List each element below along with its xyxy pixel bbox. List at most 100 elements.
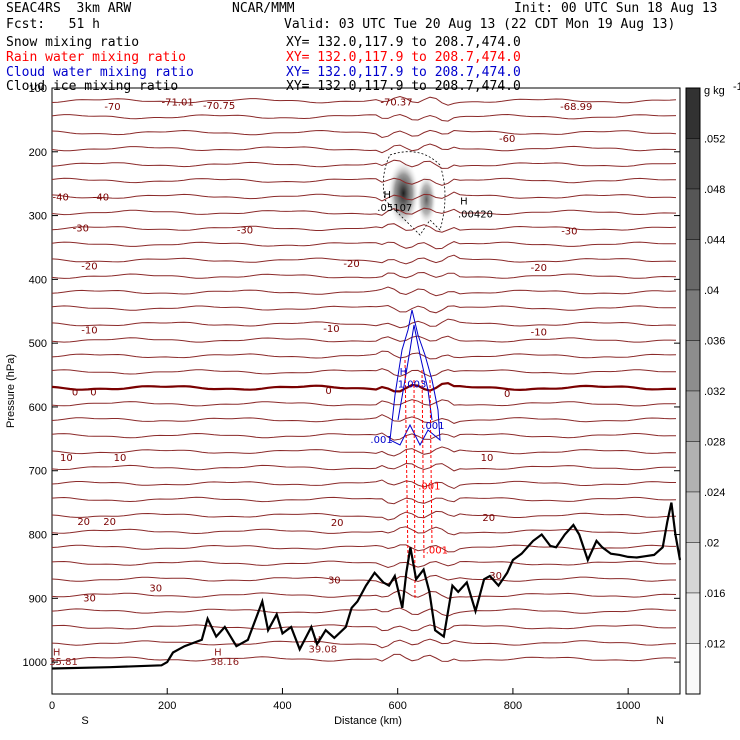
temperature-label: -70.37	[380, 98, 412, 109]
temperature-isotherm	[51, 223, 677, 233]
y-tick-label: 600	[29, 402, 47, 414]
colorbar-swatch	[685, 138, 701, 190]
temperature-isotherm	[51, 191, 677, 202]
extrema-label: 35.81	[49, 657, 78, 668]
x-tick-label: 200	[158, 700, 176, 712]
temperature-label: -71.01	[161, 98, 193, 109]
colorbar-tick-label: .052	[704, 134, 725, 146]
temperature-label: 30	[149, 584, 162, 595]
model-title: SEAC4RS 3km ARW	[6, 1, 132, 16]
colorbar-swatch	[685, 289, 701, 341]
colorbar-tick-label: .016	[704, 588, 725, 600]
temperature-label: -20	[81, 262, 97, 273]
temperature-isotherm	[51, 496, 677, 505]
y-tick-label: 700	[29, 466, 47, 478]
temperature-contours	[51, 95, 677, 662]
colorbar-swatch	[685, 441, 701, 493]
colorbar-tick-label: .012	[704, 639, 725, 651]
colorbar-tick-label: .04	[704, 285, 719, 297]
temperature-isotherm	[51, 304, 677, 314]
cloud-contours	[389, 309, 441, 601]
colorbar-swatch	[685, 340, 701, 392]
temperature-label: -60	[499, 134, 515, 145]
temperature-label: -40	[93, 193, 109, 204]
temperature-label: -70	[104, 102, 120, 113]
y-tick-label: 900	[29, 593, 47, 605]
cloud-water-contour	[389, 309, 441, 447]
temperature-label: 0	[90, 387, 96, 398]
temperature-isotherm	[51, 462, 677, 472]
temperature-isotherm	[51, 129, 677, 139]
temperature-isotherm	[51, 286, 677, 297]
temperature-label: 10	[481, 453, 494, 464]
temperature-isotherm	[51, 241, 677, 250]
extrema-label: .001	[422, 421, 444, 432]
temperature-isotherm	[51, 335, 677, 343]
temperature-label: -70.75	[203, 101, 235, 112]
temperature-label: 30	[83, 593, 96, 604]
extrema-label: .05107	[377, 203, 412, 214]
extrema-label: .001	[370, 435, 392, 446]
temperature-labels: -70 -71.01 -70.75 -70.37 -68.99 -60 -40 -40 -30 -…	[52, 98, 592, 605]
field-cloudice-xy: XY= 132.0,117.9 to 208.7,474.0	[286, 79, 521, 94]
temperature-label: 10	[60, 453, 73, 464]
y-tick-label: 400	[29, 274, 47, 286]
temperature-label: 0	[325, 386, 331, 397]
extrema-label: H	[384, 190, 392, 201]
temperature-isotherm	[51, 446, 677, 457]
colorbar-tick-label: .048	[704, 184, 725, 196]
temperature-label: -10	[323, 324, 339, 335]
colorbar-tick-label: .044	[704, 235, 725, 247]
terrain-surface	[51, 502, 682, 670]
field-cloudice-label: Cloud ice mixing ratio	[6, 79, 179, 94]
x-tick-label: 800	[504, 700, 522, 712]
temperature-label: 30	[328, 575, 341, 586]
extrema-label: H	[400, 367, 408, 378]
x-axis-title: Distance (km)	[334, 715, 402, 727]
temperature-isotherm	[51, 574, 676, 585]
temperature-label: -30	[73, 223, 89, 234]
temperature-label: 20	[331, 518, 344, 529]
temperature-label: 30	[489, 571, 502, 582]
colorbar-swatch	[685, 542, 701, 594]
colorbar-swatch	[685, 390, 701, 442]
extrema-label: H	[460, 197, 468, 208]
field-rain-xy: XY= 132.0,117.9 to 208.7,474.0	[286, 50, 521, 65]
temperature-isotherm	[51, 432, 676, 441]
extrema-label: H	[313, 635, 321, 646]
temperature-isotherm	[51, 254, 677, 265]
rain-water-contour	[404, 359, 433, 601]
colorbar-swatch	[685, 239, 701, 291]
temperature-isotherm	[51, 526, 677, 536]
temperature-label: 20	[103, 517, 116, 528]
temperature-label: -10	[531, 327, 547, 338]
temperature-isotherm	[51, 399, 677, 407]
temperature-isotherm	[51, 368, 676, 377]
temperature-isotherm	[51, 560, 677, 569]
temperature-isotherm	[51, 271, 677, 279]
extrema-label: .001	[426, 545, 448, 556]
temperature-isotherm	[51, 350, 677, 360]
colorbar-tick-label: .024	[704, 487, 725, 499]
temperature-label: -40	[52, 193, 68, 204]
extrema-label: H	[214, 648, 222, 659]
temperature-isotherm	[51, 479, 676, 490]
field-snow-label: Snow mixing ratio	[6, 35, 140, 50]
extrema-label: .001	[418, 482, 440, 493]
temperature-isotherm	[51, 510, 676, 521]
temperature-isotherm	[51, 589, 677, 599]
temperature-isotherm	[51, 624, 677, 632]
temperature-label: -30	[561, 227, 577, 238]
colorbar-unit-exponent: -1	[733, 81, 740, 93]
x-tick-label: 400	[273, 700, 291, 712]
field-snow-xy: XY= 132.0,117.9 to 208.7,474.0	[286, 35, 521, 50]
colorbar-swatch	[685, 491, 701, 543]
colorbar-tick-label: .028	[704, 437, 725, 449]
temperature-label: 20	[77, 517, 90, 528]
colorbar-swatch	[685, 188, 701, 240]
colorbar-swatch	[685, 87, 701, 139]
colorbar-unit: g kg	[704, 85, 725, 97]
temperature-label: -68.99	[560, 102, 592, 113]
